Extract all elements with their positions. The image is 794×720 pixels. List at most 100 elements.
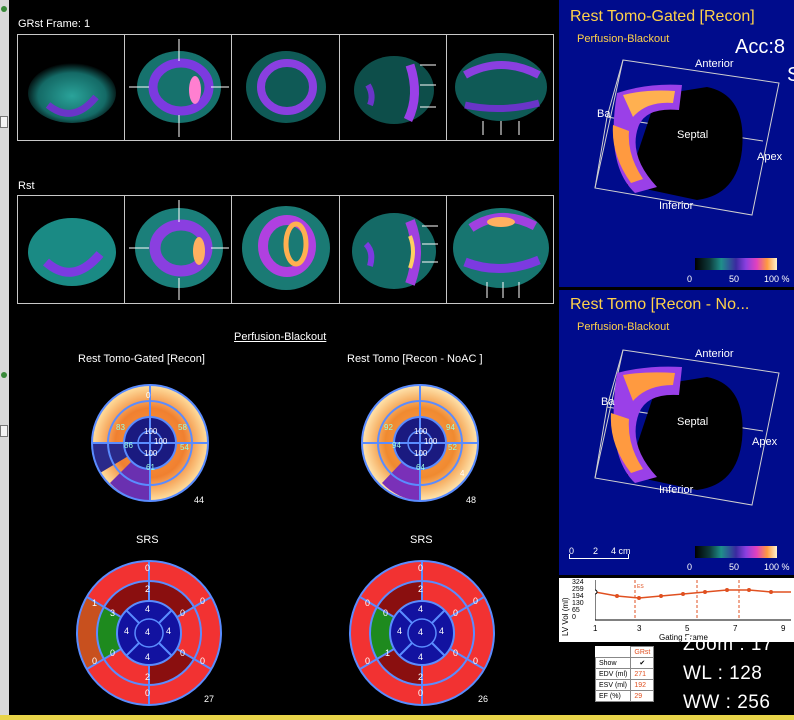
rest-slice-1[interactable] (18, 196, 126, 303)
panel-3d-noac[interactable]: Rest Tomo [Recon - No... Perfusion-Black… (559, 290, 794, 575)
toolbar-handle[interactable] (0, 116, 8, 128)
volume-ylabel: LV Vol (ml) (561, 597, 570, 636)
volume-xlabel: Gating Frame (659, 633, 708, 642)
srs-right-value: 1 (385, 648, 391, 658)
srs-right-value: 0 (418, 688, 424, 698)
septal-label: Septal (677, 129, 709, 141)
esv-value: 192 (630, 679, 655, 691)
esv-label: ESV (ml) (594, 679, 632, 691)
intensity-colorbar (695, 546, 777, 558)
gated-slice-3[interactable] (232, 35, 340, 140)
polar-right-value: 100 (414, 449, 428, 458)
rest-slice-3[interactable] (232, 196, 340, 303)
srs-right-value: 4 (397, 626, 403, 636)
srs-left-value: 4 (166, 626, 172, 636)
srs-map-left[interactable]: 0 0 0 0 0 1 2 0 2 0 3 0 4 4 4 4 4 (76, 560, 222, 706)
gated-slice-4[interactable] (340, 35, 447, 140)
panel-top-title: Rest Tomo-Gated [Recon] (570, 8, 755, 25)
polar-left-value: 83 (116, 423, 125, 432)
volume-xtick: 5 (685, 624, 690, 633)
volume-ytick: 130 (572, 600, 584, 607)
srs-left-value: 3 (110, 608, 116, 618)
volume-ytick: 65 (572, 607, 580, 614)
polar-left-title: Rest Tomo-Gated [Recon] (78, 353, 205, 365)
colorbar-tick: 50 (729, 562, 740, 572)
srs-right-value: 4 (439, 626, 445, 636)
heart-3d-render[interactable] (587, 55, 787, 225)
volume-xtick: 3 (637, 624, 642, 633)
rest-slice-5[interactable] (447, 196, 553, 303)
gated-slice-2[interactable] (125, 35, 233, 140)
srs-right-total: 26 (478, 694, 489, 704)
base-label: Ba (597, 108, 611, 120)
srs-map-right[interactable]: 0 0 0 0 0 0 2 0 2 1 0 0 4 4 4 4 4 (349, 560, 495, 706)
base-label: Ba (601, 396, 615, 408)
srs-left-total: 27 (204, 694, 215, 704)
volume-ytick: 194 (572, 593, 584, 600)
gated-slice-5[interactable] (447, 35, 553, 140)
volume-ytick: 324 (572, 579, 584, 586)
polar-map-left[interactable]: 83 86 100 100 100 61 58 54 0 (90, 383, 210, 503)
polar-left-value: 54 (180, 443, 189, 452)
toolbar-handle[interactable] (0, 425, 8, 437)
srs-right-value: 0 (453, 648, 459, 658)
lv-volume-chart[interactable]: LV Vol (ml) 324 259 194 130 65 0 ES 1 3 … (559, 578, 794, 642)
anterior-label: Anterior (695, 58, 734, 70)
bottom-status-strip (0, 715, 794, 720)
srs-left-value: 4 (145, 604, 151, 614)
left-edge-toolbar (0, 0, 9, 720)
show-checkbox[interactable]: ✔ (630, 657, 655, 669)
polar-left-value: 58 (178, 423, 187, 432)
polar-right-value: 100 (424, 437, 438, 446)
colorbar-tick: 0 (687, 274, 693, 284)
srs-left-value: 2 (145, 672, 151, 682)
srs-right-title: SRS (410, 534, 433, 546)
colorbar-tick: 100 % (764, 562, 790, 572)
panel-bottom-title: Rest Tomo [Recon - No... (570, 296, 750, 313)
ef-label: EF (%) (594, 690, 632, 702)
srs-right-value: 0 (365, 598, 371, 608)
polar-left-value: 100 (144, 427, 158, 436)
polar-right-value: 94 (392, 441, 401, 450)
gated-strip-label: GRst Frame: 1 (18, 18, 91, 30)
polar-right-value: 4 (460, 469, 465, 478)
polar-right-title: Rest Tomo [Recon - NoAC ] (347, 353, 483, 365)
polar-right-value: 100 (414, 427, 428, 436)
srs-right-value: 2 (418, 672, 424, 682)
zoom-readout: Zoom : 17 (683, 634, 774, 655)
gated-slice-1[interactable] (18, 35, 126, 140)
panel-bottom-subtitle: Perfusion-Blackout (577, 321, 670, 333)
gated-slice-strip[interactable] (17, 34, 554, 141)
septal-label: Septal (677, 416, 709, 428)
intensity-colorbar (695, 258, 777, 270)
srs-left-value: 0 (180, 608, 186, 618)
polar-left-value: 86 (124, 441, 133, 450)
srs-right-value: 0 (473, 656, 479, 666)
polar-right-value: 92 (384, 423, 393, 432)
srs-right-apex-value: 4 (418, 627, 424, 637)
rest-strip-label: Rst (18, 180, 35, 192)
polar-left-value: 61 (146, 463, 155, 472)
srs-left-value: 0 (145, 688, 151, 698)
srs-left-value: 4 (145, 652, 151, 662)
polar-map-right[interactable]: 92 94 100 100 100 64 94 52 4 (360, 383, 480, 503)
distance-scale (569, 554, 629, 559)
srs-right-value: 4 (418, 604, 424, 614)
panel-3d-gated[interactable]: Rest Tomo-Gated [Recon] Perfusion-Blacko… (559, 0, 794, 287)
srs-left-value: 0 (200, 656, 206, 666)
polar-section-title: Perfusion-Blackout (234, 331, 327, 343)
polar-left-value: 100 (154, 437, 168, 446)
srs-left-value: 4 (124, 626, 130, 636)
rest-slice-4[interactable] (340, 196, 447, 303)
polar-right-value: 94 (446, 423, 455, 432)
gating-stats-table: GRst Show ✔ EDV (ml) 271 ESV (ml) 192 EF (%… (594, 646, 655, 702)
rest-slice-strip[interactable] (17, 195, 554, 304)
polar-right-value: 52 (448, 443, 457, 452)
srs-right-value: 0 (453, 608, 459, 618)
rest-slice-2[interactable] (125, 196, 233, 303)
panel-top-subtitle: Perfusion-Blackout (577, 33, 670, 45)
volume-ytick: 0 (572, 614, 576, 621)
es-marker-label: ES (637, 584, 644, 590)
heart-3d-render-noac[interactable] (587, 345, 787, 515)
srs-right-value: 0 (383, 608, 389, 618)
